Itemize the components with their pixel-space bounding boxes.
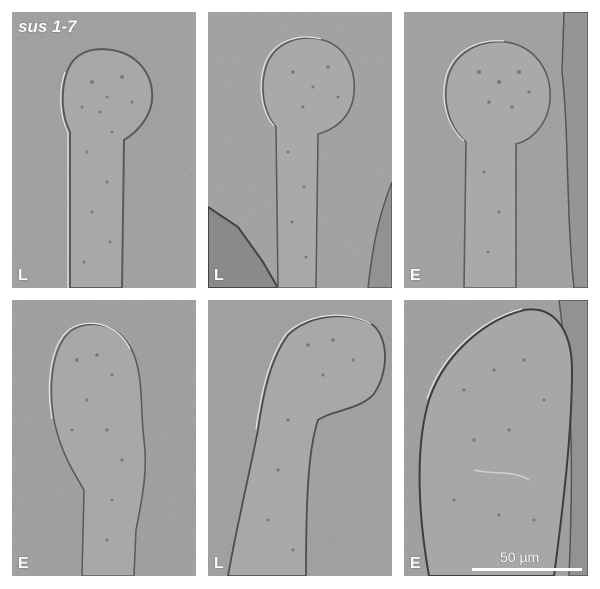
panel-label: E: [410, 267, 421, 284]
panel-label: L: [214, 267, 224, 284]
embryo-image: [12, 300, 196, 576]
figure-title: sus 1-7: [18, 17, 77, 36]
micrograph-panel-6: E: [404, 300, 588, 576]
embryo-image: [12, 12, 196, 288]
panel-label: E: [18, 555, 29, 572]
micrograph-panel-2: L: [208, 12, 392, 288]
panel-label: L: [18, 267, 28, 284]
embryo-image: [208, 300, 392, 576]
embryo-image: [404, 12, 588, 288]
embryo-image: [208, 12, 392, 288]
panel-label: L: [214, 555, 224, 572]
scale-bar: [472, 568, 582, 571]
micrograph-panel-4: E: [12, 300, 196, 576]
micrograph-panel-3: E: [404, 12, 588, 288]
micrograph-panel-1: L: [12, 12, 196, 288]
micrograph-panel-5: L: [208, 300, 392, 576]
embryo-image: [404, 300, 588, 576]
panel-label: E: [410, 555, 421, 572]
scale-bar-label: 50 µm: [500, 549, 540, 565]
